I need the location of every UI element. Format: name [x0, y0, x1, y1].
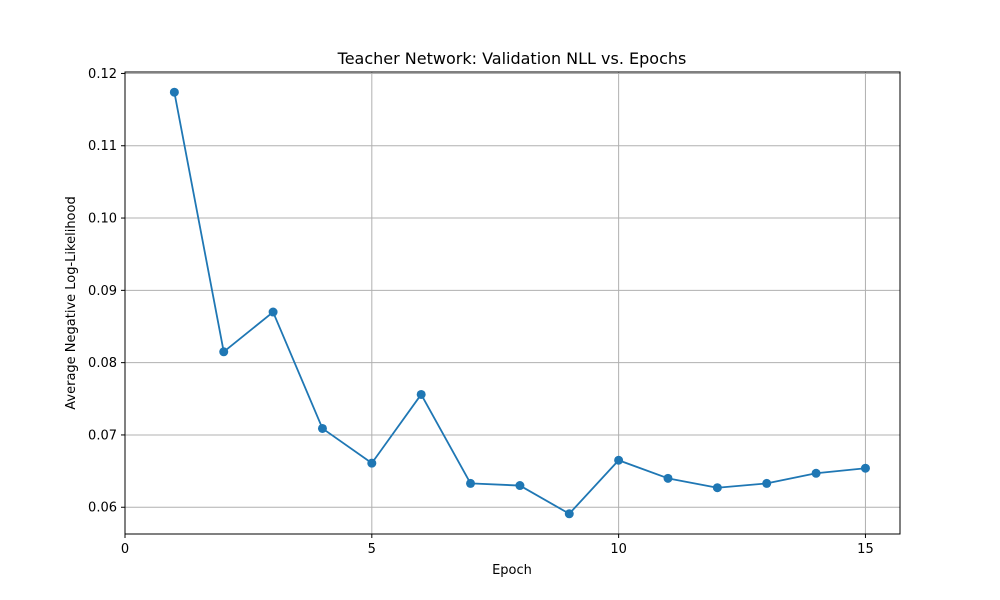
series-group — [169, 87, 870, 519]
x-axis-label: Epoch — [492, 563, 532, 578]
data-point — [663, 473, 673, 483]
x-tick-label: 0 — [121, 542, 129, 557]
data-point — [811, 468, 821, 478]
data-point — [466, 478, 476, 488]
plot-frame — [124, 71, 901, 535]
x-tick-label: 10 — [610, 542, 627, 557]
x-tick-label: 15 — [857, 542, 874, 557]
data-point — [367, 458, 377, 468]
y-tick-label: 0.12 — [88, 67, 117, 82]
series-line — [173, 92, 866, 515]
y-tick-label: 0.07 — [88, 428, 117, 443]
data-point — [219, 347, 229, 357]
y-tick-label: 0.11 — [88, 139, 117, 154]
y-tick-label: 0.08 — [88, 356, 117, 371]
data-point — [860, 463, 870, 473]
data-point — [762, 478, 772, 488]
data-point — [712, 483, 722, 493]
y-axis: 0.06 0.07 0.08 0.09 0.10 0.11 0.12 — [88, 67, 125, 516]
data-point — [614, 455, 624, 465]
data-point — [564, 509, 574, 519]
data-point — [169, 87, 179, 97]
data-point — [268, 307, 278, 317]
chart-title: Teacher Network: Validation NLL vs. Epoc… — [337, 49, 687, 68]
data-point — [416, 389, 426, 399]
y-axis-label: Average Negative Log-Likelihood — [64, 196, 79, 409]
y-tick-label: 0.06 — [88, 501, 117, 516]
x-axis: 0 5 10 15 — [121, 534, 874, 557]
y-tick-label: 0.09 — [88, 284, 117, 299]
y-tick-label: 0.10 — [88, 212, 117, 227]
grid — [124, 72, 900, 534]
x-tick-label: 5 — [368, 542, 376, 557]
data-point — [317, 423, 327, 433]
data-point — [515, 481, 525, 491]
